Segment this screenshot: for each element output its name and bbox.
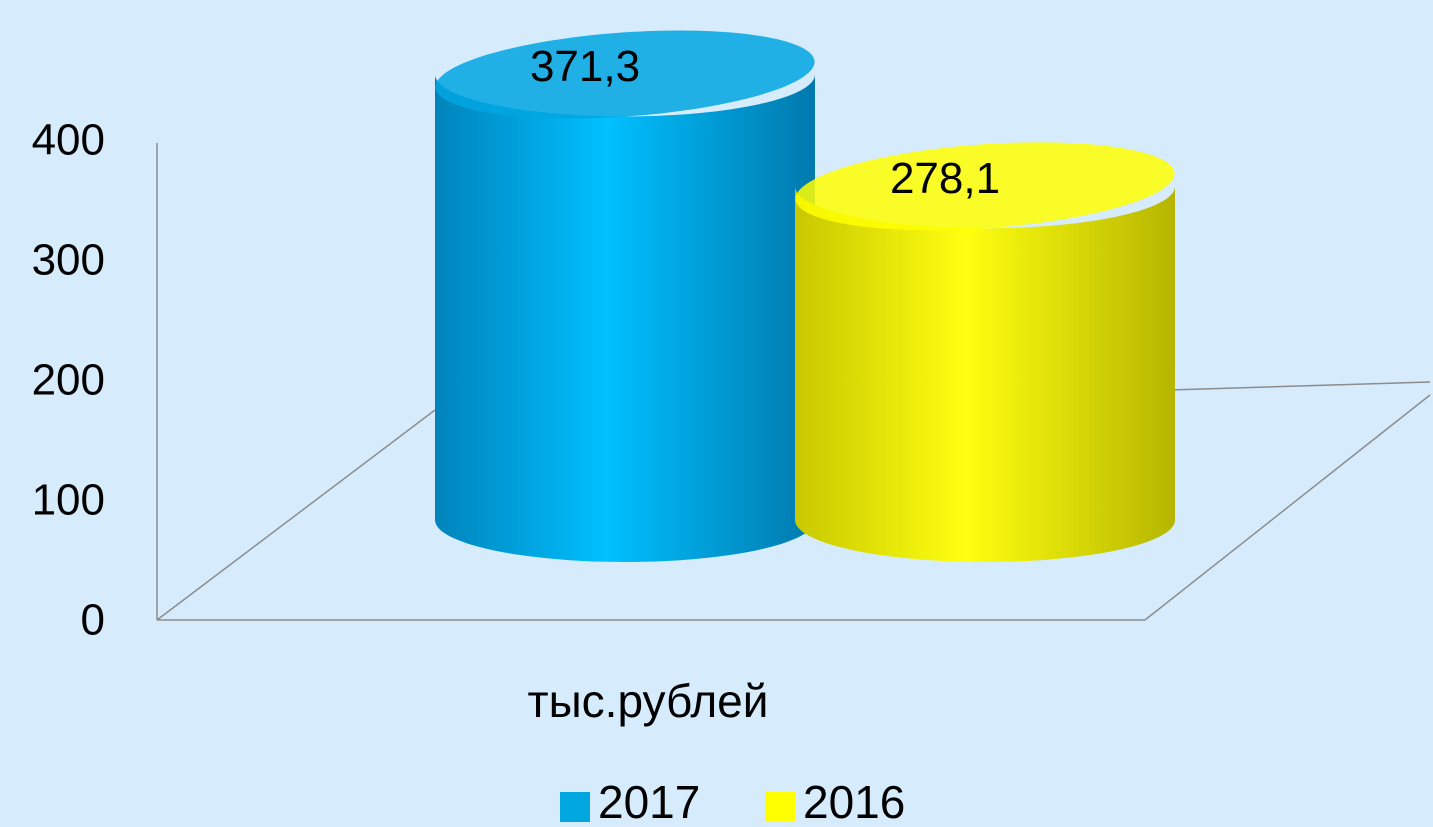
x-tick-label: тыс.рублей [528, 675, 769, 727]
legend-label: 2017 [598, 776, 700, 827]
bar-top [435, 30, 815, 119]
y-tick-label: 0 [81, 596, 105, 645]
y-tick-label: 200 [32, 356, 105, 405]
bar [795, 186, 1175, 562]
bar [435, 74, 815, 562]
data-label: 278,1 [890, 154, 1000, 203]
y-tick-label: 300 [32, 236, 105, 285]
y-tick-label: 400 [32, 116, 105, 165]
legend-swatch [560, 792, 590, 822]
legend-swatch [765, 792, 795, 822]
axis-walls [156, 143, 1431, 621]
bar-top [795, 142, 1175, 231]
legend-label: 2016 [803, 776, 905, 827]
data-label: 371,3 [530, 42, 640, 91]
y-tick-label: 100 [32, 476, 105, 525]
